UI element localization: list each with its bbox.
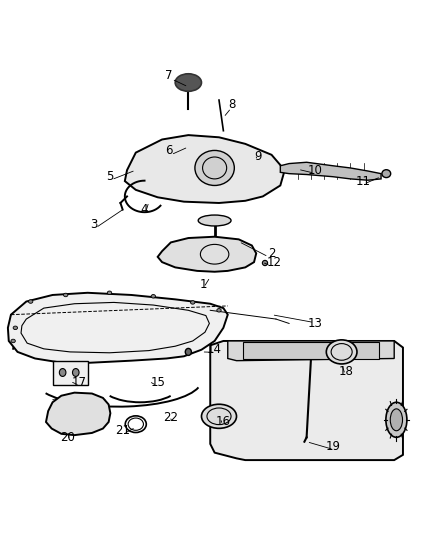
Text: 14: 14 (207, 343, 222, 356)
Text: 17: 17 (71, 376, 86, 389)
Text: 12: 12 (266, 256, 281, 269)
Text: 18: 18 (339, 365, 353, 378)
Text: 7: 7 (165, 69, 173, 83)
Text: 11: 11 (356, 175, 371, 188)
Polygon shape (125, 135, 285, 203)
Ellipse shape (28, 300, 33, 303)
Ellipse shape (13, 326, 18, 329)
Text: 8: 8 (229, 98, 236, 111)
Text: 16: 16 (216, 416, 231, 429)
Text: 9: 9 (254, 150, 262, 164)
Ellipse shape (382, 169, 391, 177)
Text: 6: 6 (165, 144, 173, 157)
Text: 4: 4 (141, 203, 148, 216)
Ellipse shape (107, 291, 112, 295)
Text: 15: 15 (150, 376, 165, 389)
Bar (243, 342, 379, 359)
Ellipse shape (326, 340, 357, 364)
Text: 19: 19 (325, 440, 340, 453)
Ellipse shape (151, 295, 155, 298)
Ellipse shape (191, 301, 195, 304)
Text: 13: 13 (308, 317, 323, 330)
Text: 20: 20 (60, 431, 75, 444)
Ellipse shape (11, 339, 15, 343)
Ellipse shape (175, 74, 201, 91)
Ellipse shape (59, 368, 66, 376)
Ellipse shape (262, 260, 268, 265)
Text: 1: 1 (200, 278, 208, 290)
Polygon shape (8, 293, 228, 363)
Ellipse shape (198, 215, 231, 226)
Ellipse shape (73, 368, 79, 376)
Bar (53, 361, 88, 385)
Polygon shape (46, 393, 110, 435)
Text: 22: 22 (163, 411, 178, 424)
Text: 2: 2 (268, 247, 276, 260)
Polygon shape (210, 341, 403, 460)
Ellipse shape (185, 349, 191, 356)
Polygon shape (158, 237, 256, 272)
Polygon shape (228, 341, 394, 361)
Ellipse shape (201, 404, 237, 429)
Text: 5: 5 (106, 170, 113, 183)
Ellipse shape (386, 402, 407, 437)
Ellipse shape (390, 409, 403, 431)
Text: 10: 10 (308, 164, 323, 176)
Text: 21: 21 (115, 424, 130, 437)
Polygon shape (280, 162, 381, 180)
Ellipse shape (195, 150, 234, 185)
Text: 3: 3 (91, 219, 98, 231)
Ellipse shape (217, 309, 221, 312)
Ellipse shape (64, 293, 68, 297)
